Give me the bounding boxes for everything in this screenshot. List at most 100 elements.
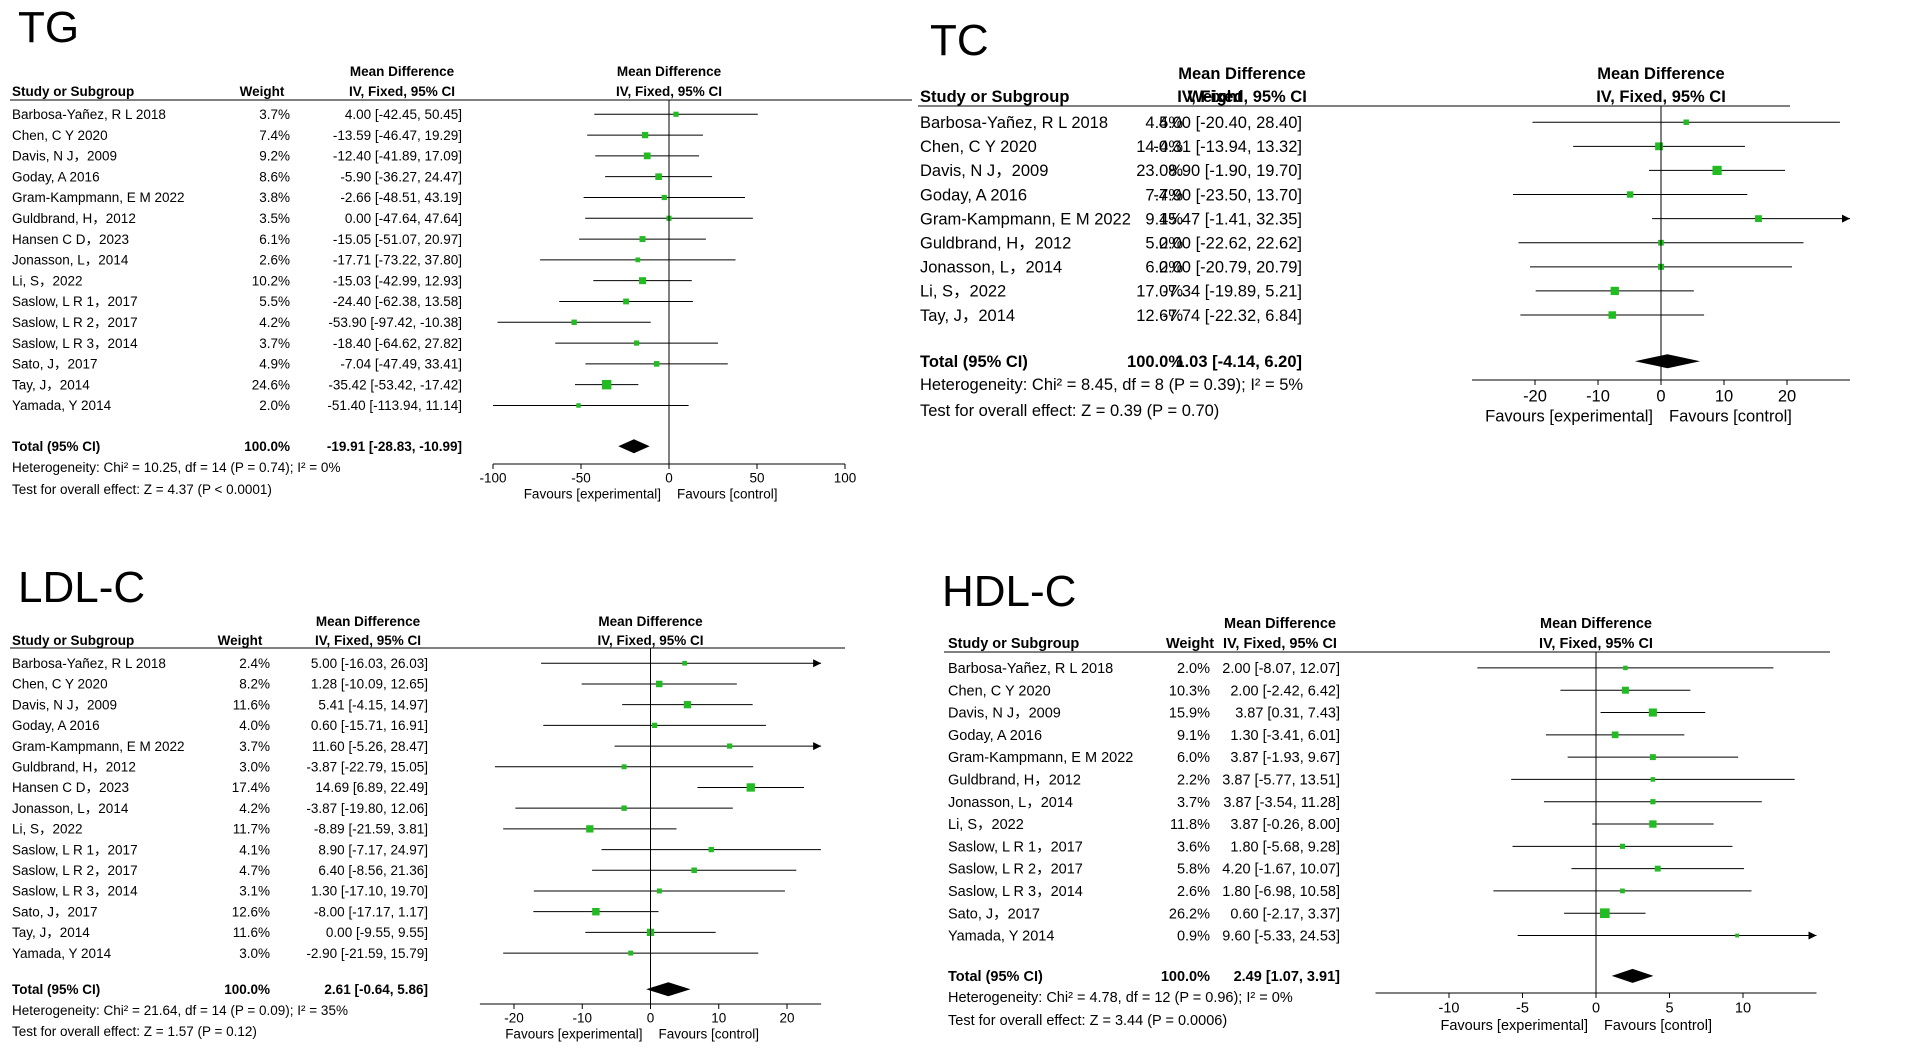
study-name: Saslow, L R 3，2014: [12, 336, 138, 351]
study-name: Li, S，2022: [948, 817, 1024, 833]
study-row: Chen, C Y 2020 8.2% 1.28 [-10.09, 12.65]: [12, 677, 737, 692]
study-row: Barbosa-Yañez, R L 2018 4.5%4.00 [-20.40,…: [920, 114, 1840, 132]
total-label: Total (95% CI): [12, 982, 100, 997]
study-weight: 9.4%: [1145, 210, 1183, 228]
study-row: Saslow, L R 1，2017 4.1% 8.90 [-7.17, 24.97…: [12, 842, 821, 857]
study-row: Guldbrand, H，2012 2.2% 3.87 [-5.77, 13.51]: [948, 773, 1795, 789]
study-weight: 11.8%: [1170, 817, 1210, 833]
point-estimate: [1712, 165, 1722, 176]
x-tick-label: 0: [1656, 388, 1665, 406]
point-estimate: [621, 764, 627, 770]
study-ci: -3.87 [-22.79, 15.05]: [306, 760, 428, 775]
forest-panel-tg: TG Mean Difference Study or Subgroup Weight…: [10, 3, 912, 502]
study-name: Saslow, L R 3，2014: [12, 884, 138, 899]
study-name: Saslow, L R 2，2017: [12, 863, 138, 878]
x-tick-label: 5: [1665, 1001, 1673, 1017]
study-column-header: Study or Subgroup: [12, 633, 134, 648]
study-ci: 4.00 [-42.45, 50.45]: [345, 107, 462, 122]
x-tick-label: 20: [1778, 388, 1796, 406]
study-name: Davis, N J，2009: [920, 162, 1048, 180]
point-estimate: [1683, 119, 1689, 125]
study-row: Guldbrand, H，2012 5.2%0.00 [-22.62, 22.62…: [920, 235, 1804, 253]
point-estimate: [576, 403, 581, 408]
md-method-header: IV, Fixed, 95% CI: [1223, 636, 1337, 652]
study-row: Jonasson, L，2014 2.6% -17.71 [-73.22, 37.8…: [12, 253, 736, 268]
point-estimate: [661, 194, 667, 201]
plot-column-header: Mean Difference: [598, 614, 703, 629]
ci-arrow: [813, 742, 822, 751]
study-ci: 8.90 [-1.90, 19.70]: [1168, 162, 1302, 180]
study-ci: 0.00 [-9.55, 9.55]: [326, 925, 428, 940]
point-estimate: [634, 340, 640, 346]
study-ci: 14.69 [6.89, 22.49]: [315, 780, 428, 795]
overall-effect-text: Test for overall effect: Z = 0.39 (P = 0…: [920, 402, 1219, 420]
heterogeneity-text: Heterogeneity: Chi² = 8.45, df = 8 (P = …: [920, 376, 1303, 394]
study-ci: 5.00 [-16.03, 26.03]: [311, 656, 428, 671]
study-weight: 4.1%: [239, 842, 270, 857]
study-weight: 3.7%: [259, 336, 290, 351]
plot-column-header: Mean Difference: [1540, 616, 1652, 632]
study-name: Gram-Kampmann, E M 2022: [948, 750, 1133, 766]
study-ci: -8.00 [-17.17, 1.17]: [314, 904, 428, 919]
ci-arrow: [1842, 214, 1850, 223]
study-weight: 9.2%: [259, 149, 290, 164]
study-name: Yamada, Y 2014: [12, 946, 112, 961]
heterogeneity-text: Heterogeneity: Chi² = 4.78, df = 12 (P =…: [948, 990, 1293, 1006]
x-tick-label: -50: [571, 471, 591, 486]
weight-column-header: Weight: [240, 84, 285, 99]
study-weight: 4.5%: [1145, 114, 1183, 132]
study-weight: 2.4%: [239, 656, 270, 671]
study-name: Guldbrand, H，2012: [12, 760, 136, 775]
study-ci: 3.87 [-1.93, 9.67]: [1230, 750, 1340, 766]
point-estimate: [1649, 820, 1657, 828]
study-name: Davis, N J，2009: [12, 149, 117, 164]
study-weight: 3.7%: [239, 739, 270, 754]
study-ci: 2.00 [-2.42, 6.42]: [1230, 683, 1340, 699]
heterogeneity-text: Heterogeneity: Chi² = 21.64, df = 14 (P …: [12, 1003, 348, 1018]
favours-experimental-label: Favours [experimental]: [524, 487, 661, 502]
study-row: Yamada, Y 2014 2.0% -51.40 [-113.94, 11.14…: [12, 398, 689, 413]
plot-column-header: Mean Difference: [1597, 65, 1724, 83]
study-row: Gram-Kampmann, E M 2022 3.7% 11.60 [-5.26,…: [12, 739, 822, 754]
ci-arrow: [1808, 931, 1817, 940]
study-name: Saslow, L R 1，2017: [12, 842, 138, 857]
x-tick-label: -20: [1523, 388, 1547, 406]
point-estimate: [1626, 191, 1634, 198]
study-row: Yamada, Y 2014 3.0% -2.90 [-21.59, 15.79]: [12, 946, 759, 961]
favours-experimental-label: Favours [experimental]: [1441, 1018, 1588, 1034]
study-name: Barbosa-Yañez, R L 2018: [920, 114, 1108, 132]
point-estimate: [653, 361, 660, 367]
study-name: Barbosa-Yañez, R L 2018: [12, 107, 166, 122]
study-weight: 17.4%: [232, 780, 270, 795]
study-name: Barbosa-Yañez, R L 2018: [948, 661, 1113, 677]
point-estimate: [1610, 286, 1619, 296]
study-name: Goday, A 2016: [12, 169, 100, 184]
study-ci: 3.87 [0.31, 7.43]: [1235, 706, 1340, 722]
study-weight: 3.8%: [259, 190, 290, 205]
point-estimate: [655, 173, 662, 180]
weight-column-header: Weight: [218, 633, 263, 648]
heterogeneity-text: Heterogeneity: Chi² = 10.25, df = 14 (P …: [12, 460, 340, 475]
point-estimate: [1650, 799, 1656, 805]
study-ci: -35.42 [-53.42, -17.42]: [328, 377, 462, 392]
md-method-header: IV, Fixed, 95% CI: [315, 633, 421, 648]
study-ci: -2.90 [-21.59, 15.79]: [306, 946, 428, 961]
study-weight: 11.6%: [233, 925, 270, 940]
study-name: Hansen C D，2023: [12, 780, 129, 795]
study-weight: 5.5%: [259, 294, 290, 309]
study-name: Jonasson, L，2014: [12, 801, 129, 816]
x-tick-label: -10: [572, 1011, 592, 1026]
md-column-header: Mean Difference: [316, 614, 421, 629]
study-row: Jonasson, L，2014 3.7% 3.87 [-3.54, 11.28]: [948, 795, 1762, 811]
point-estimate: [623, 298, 629, 305]
study-name: Sato, J，2017: [12, 904, 98, 919]
study-weight: 2.0%: [1177, 661, 1210, 677]
point-estimate: [1648, 708, 1657, 717]
study-name: Jonasson, L，2014: [12, 253, 129, 268]
x-tick-label: 10: [711, 1011, 726, 1026]
study-row: Jonasson, L，2014 4.2% -3.87 [-19.80, 12.06…: [12, 801, 733, 816]
study-name: Goday, A 2016: [12, 718, 100, 733]
study-ci: 1.80 [-5.68, 9.28]: [1230, 839, 1340, 855]
study-row: Gram-Kampmann, E M 2022 9.4%15.47 [-1.41,…: [920, 210, 1850, 228]
study-name: Guldbrand, H，2012: [920, 235, 1071, 253]
